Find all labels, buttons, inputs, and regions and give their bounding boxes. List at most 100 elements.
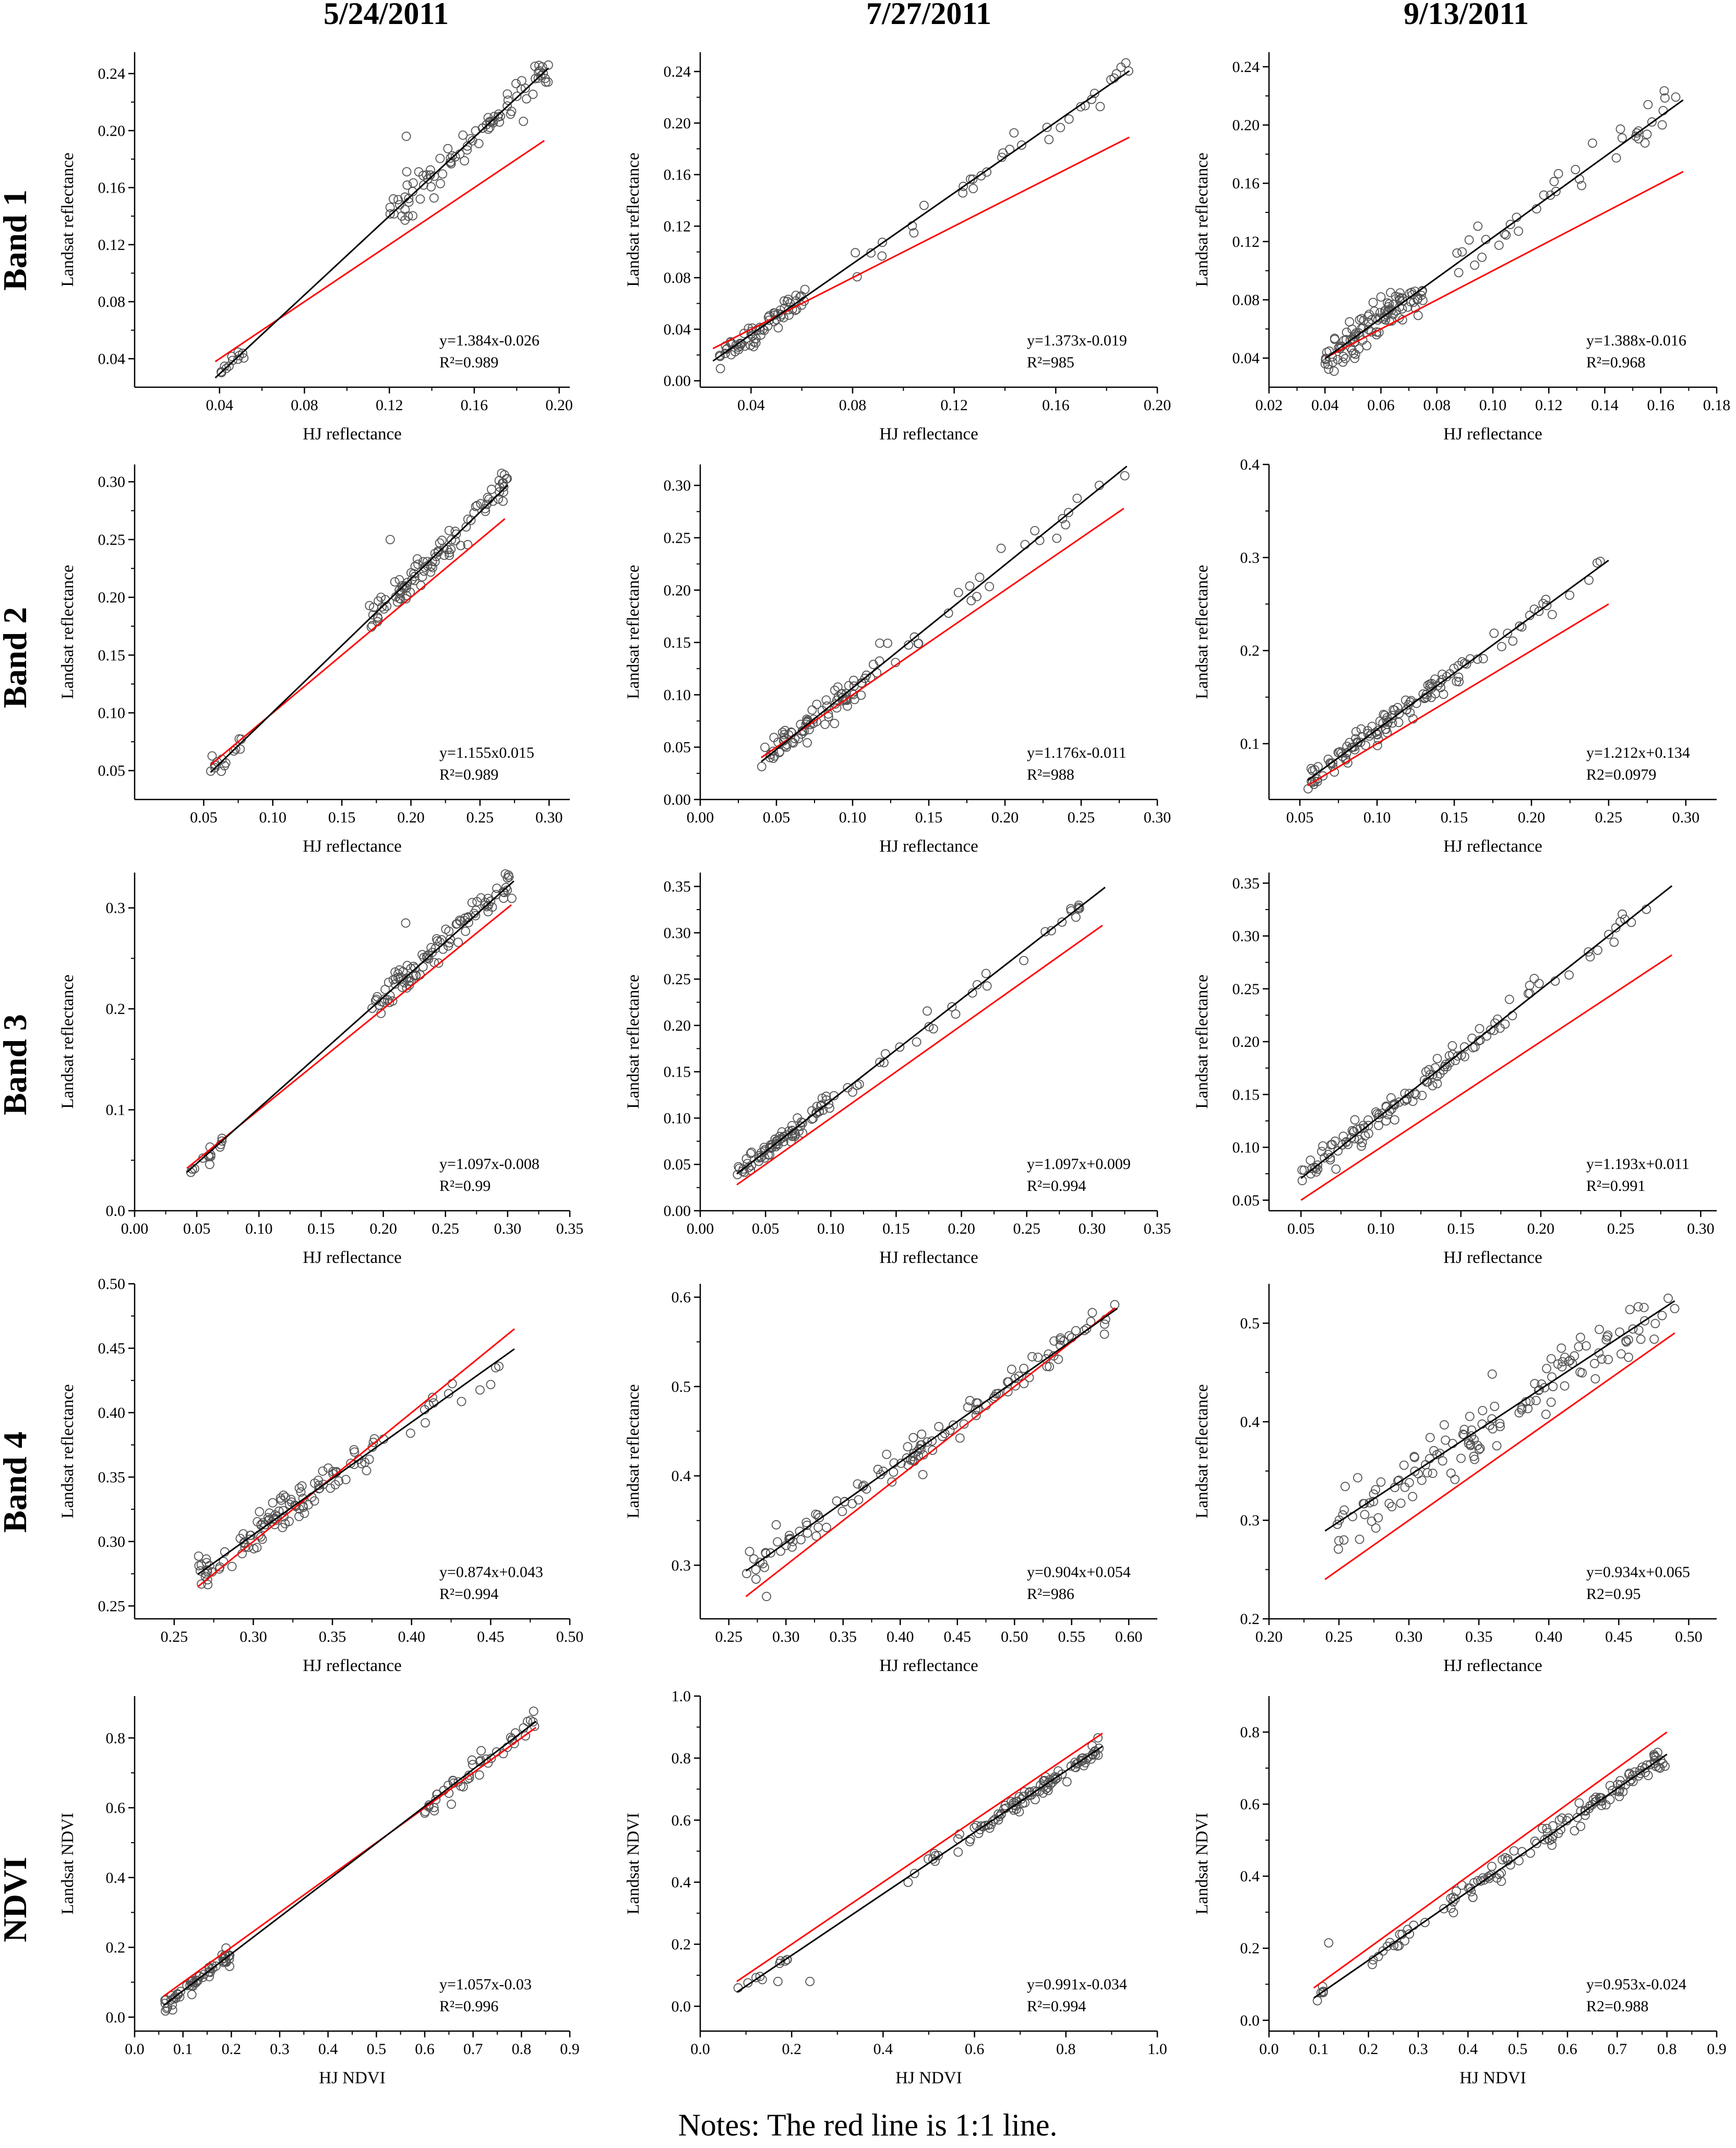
data-point <box>1422 1468 1432 1478</box>
data-point <box>1495 1418 1505 1428</box>
data-point <box>453 1777 463 1787</box>
data-point <box>1458 1429 1468 1439</box>
x-tick-label: 0.30 <box>240 1628 267 1645</box>
r-squared-label: R2=0.95 <box>1586 1585 1641 1603</box>
data-point <box>197 1579 206 1589</box>
x-tick-label: 0.14 <box>1591 397 1619 414</box>
data-point <box>1346 743 1356 753</box>
data-point <box>1320 1153 1330 1163</box>
data-point <box>187 1990 197 1999</box>
y-tick-label: 0.20 <box>664 115 691 132</box>
data-point <box>1417 1475 1427 1485</box>
x-tick-label: 0.1 <box>173 2040 193 2058</box>
regression-equation: y=1.388x-0.016 <box>1586 332 1686 349</box>
y-tick-label: 0.20 <box>664 1017 691 1034</box>
data-point <box>407 575 417 584</box>
data-point <box>1475 1024 1484 1033</box>
data-point <box>1472 1440 1482 1450</box>
data-point <box>482 120 492 130</box>
data-point <box>972 592 981 601</box>
data-point <box>953 588 963 598</box>
data-point <box>405 1428 415 1438</box>
x-tick-label: 0.9 <box>560 2040 580 2058</box>
data-point <box>1324 1938 1334 1948</box>
data-point <box>1523 1404 1533 1414</box>
data-point <box>447 1799 456 1809</box>
data-point <box>1597 1354 1607 1364</box>
x-tick-label: 0.8 <box>512 2040 532 2058</box>
data-point <box>903 1877 913 1887</box>
x-tick-label: 0.0 <box>1259 2040 1279 2058</box>
data-point <box>1466 1440 1476 1450</box>
data-point <box>1357 314 1367 324</box>
data-point <box>1659 86 1669 96</box>
x-axis-label: HJ reflectance <box>879 425 978 444</box>
data-point <box>464 917 473 927</box>
y-tick-label: 0.4 <box>1240 1413 1260 1430</box>
data-point <box>274 1506 284 1516</box>
data-point <box>1570 1826 1579 1836</box>
r-squared-label: R2=0.988 <box>1586 1998 1648 2015</box>
data-point <box>468 136 477 146</box>
data-point <box>1540 1383 1549 1393</box>
data-point <box>380 985 390 994</box>
x-tick-label: 0.2 <box>782 2040 801 2058</box>
data-point <box>1487 1861 1497 1871</box>
data-point <box>1577 1368 1587 1378</box>
data-point <box>1503 628 1513 638</box>
data-point <box>985 582 995 591</box>
data-point <box>1019 956 1028 965</box>
data-point <box>1473 221 1483 231</box>
data-point <box>1617 133 1627 143</box>
scatter-panel-band-1-0: 0.04 0.08 0.12 0.16 0.20 0.04 0.08 0.12 0.16 0.20… <box>58 52 573 444</box>
data-point <box>1334 1536 1344 1546</box>
data-point <box>1643 100 1653 110</box>
data-point <box>1339 1535 1349 1545</box>
data-point <box>1317 1147 1326 1156</box>
y-tick-label: 0.15 <box>664 1064 691 1081</box>
data-point <box>1387 1502 1397 1511</box>
data-point <box>1625 1776 1635 1786</box>
y-tick-label: 0.20 <box>1232 1033 1260 1051</box>
data-point <box>981 969 991 978</box>
data-point <box>812 699 822 709</box>
data-point <box>1313 1160 1323 1170</box>
x-tick-label: 0.2 <box>222 2040 242 2058</box>
data-point <box>1411 1090 1421 1100</box>
data-point <box>896 1459 906 1468</box>
data-point <box>426 562 436 571</box>
data-point <box>221 758 231 768</box>
data-point <box>815 1106 824 1116</box>
data-point <box>1530 1379 1540 1389</box>
data-point <box>1333 1519 1342 1529</box>
data-point <box>1310 765 1320 774</box>
data-point <box>1367 1517 1376 1526</box>
data-point <box>747 1147 757 1157</box>
data-point <box>1645 1760 1655 1770</box>
data-point <box>162 2003 172 2013</box>
data-point <box>268 1498 278 1508</box>
data-point <box>1334 343 1344 353</box>
y-tick-label: 0.10 <box>664 1109 691 1127</box>
data-point <box>522 94 531 104</box>
scatter-panel-band-1-2: 0.02 0.04 0.06 0.08 0.10 0.12 0.14 0.16 0.18 0.04… <box>1193 52 1730 444</box>
y-tick-label: 0.3 <box>1240 549 1260 566</box>
regression-line <box>163 1721 537 2007</box>
data-point <box>1507 1011 1517 1021</box>
data-point <box>1356 737 1366 747</box>
data-point <box>1438 670 1447 679</box>
data-point <box>1508 636 1518 646</box>
y-tick-label: 0.15 <box>1232 1086 1260 1103</box>
y-tick-label: 0.0 <box>106 1202 126 1220</box>
x-tick-label: 0.15 <box>1447 1220 1475 1237</box>
data-point <box>511 79 521 89</box>
y-axis-label: Landsat reflectance <box>624 152 643 287</box>
data-point <box>238 349 247 359</box>
data-point <box>1318 771 1328 781</box>
y-tick-label: 0.05 <box>1232 1192 1260 1209</box>
data-point <box>1448 1908 1458 1917</box>
regression-line <box>1313 1753 1668 1999</box>
data-point <box>1351 727 1361 737</box>
one-to-one-line <box>745 1307 1116 1597</box>
data-point <box>780 725 790 735</box>
